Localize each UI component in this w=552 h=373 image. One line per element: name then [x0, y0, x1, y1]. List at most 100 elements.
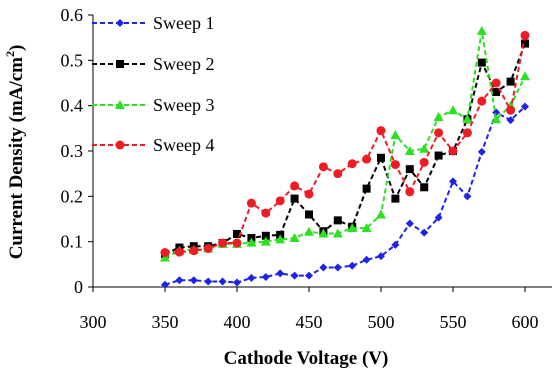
data-point: [376, 126, 386, 136]
series-4: [160, 30, 530, 258]
data-point: [404, 146, 415, 155]
data-point: [304, 189, 314, 199]
data-point: [347, 159, 357, 169]
data-point: [260, 236, 271, 246]
data-point: [246, 237, 257, 247]
data-point: [390, 160, 400, 170]
data-point: [261, 208, 271, 218]
data-point: [476, 25, 487, 35]
data-point: [305, 271, 313, 280]
legend: Sweep 1 Sweep 2 Sweep 3 Sweep 4: [92, 13, 215, 155]
legend-label: Sweep 3: [153, 95, 215, 115]
legend-label: Sweep 1: [153, 13, 215, 33]
x-tick-label: 550: [440, 312, 467, 332]
data-point: [218, 277, 227, 286]
y-axis-title-main: Current Density (mA/cm: [6, 57, 27, 259]
x-tick-label: 450: [296, 312, 323, 332]
data-point: [477, 58, 486, 67]
data-point: [506, 105, 516, 115]
data-point: [405, 187, 415, 197]
data-point: [290, 181, 300, 191]
series-line: [164, 35, 526, 254]
data-point: [160, 248, 170, 258]
series-line: [164, 43, 526, 255]
data-point: [115, 100, 125, 109]
x-tick-label: 350: [152, 312, 179, 332]
data-point: [247, 273, 256, 282]
x-tick-label: 600: [512, 312, 539, 332]
data-point: [189, 276, 198, 285]
data-point: [333, 263, 342, 272]
data-point: [275, 234, 286, 244]
data-point: [189, 246, 199, 256]
data-point: [391, 240, 400, 249]
data-point: [420, 228, 429, 237]
data-point: [506, 116, 515, 125]
legend-item: Sweep 3: [92, 95, 215, 115]
data-point: [506, 77, 515, 86]
data-point: [405, 219, 414, 228]
x-tick-label: 300: [80, 312, 107, 332]
data-point: [115, 140, 125, 150]
data-point: [434, 213, 443, 222]
data-point: [233, 278, 241, 287]
y-axis-title: Current Density (mA/cm2): [3, 45, 27, 260]
data-point: [116, 60, 124, 68]
data-point: [362, 255, 371, 264]
y-axis-title-end: ): [6, 45, 27, 51]
y-tick-label: 0: [74, 277, 83, 297]
data-point: [304, 226, 314, 236]
data-point: [333, 216, 342, 225]
data-point: [204, 277, 213, 286]
x-axis-ticks: 300350400450500550600650: [80, 287, 539, 332]
data-point: [261, 273, 270, 282]
data-point: [520, 30, 530, 40]
y-axis-ticks: 0 0.1 0.2 0.3 0.4 0.5 0.6: [61, 5, 93, 297]
y-tick-label: 0.6: [61, 5, 84, 25]
data-point: [362, 154, 372, 164]
data-point: [520, 71, 530, 81]
data-point: [405, 165, 414, 174]
data-point: [492, 108, 501, 117]
x-axis-title: Cathode Voltage (V): [224, 348, 389, 369]
data-point: [305, 210, 313, 219]
data-point: [261, 231, 270, 240]
y-tick-label: 0.5: [61, 50, 84, 70]
series-3: [160, 25, 530, 262]
data-point: [419, 143, 430, 153]
data-point: [203, 243, 213, 253]
data-point: [116, 19, 124, 27]
legend-item: Sweep 1: [92, 13, 215, 33]
data-point: [420, 183, 429, 192]
data-point: [462, 128, 472, 138]
legend-item: Sweep 2: [92, 54, 215, 74]
data-point: [289, 233, 300, 243]
x-tick-label: 400: [224, 312, 251, 332]
data-point: [275, 196, 285, 206]
series-layer: [160, 25, 530, 289]
data-point: [319, 263, 328, 272]
data-point: [276, 269, 285, 278]
data-point: [433, 112, 444, 121]
data-point: [434, 151, 443, 160]
data-point: [448, 146, 458, 156]
data-point: [491, 114, 502, 124]
data-point: [492, 88, 501, 97]
data-point: [377, 153, 385, 162]
data-point: [477, 147, 486, 156]
legend-label: Sweep 4: [153, 135, 215, 155]
data-point: [175, 276, 184, 285]
data-point: [218, 238, 228, 248]
data-point: [448, 105, 458, 115]
data-point: [333, 169, 343, 179]
data-point: [376, 209, 386, 219]
data-point: [290, 194, 299, 203]
data-point: [391, 194, 400, 203]
data-point: [161, 280, 169, 289]
legend-item: Sweep 4: [92, 135, 215, 155]
data-point: [390, 130, 401, 140]
data-point: [290, 271, 299, 280]
legend-label: Sweep 2: [153, 54, 215, 74]
y-tick-label: 0.2: [61, 186, 84, 206]
